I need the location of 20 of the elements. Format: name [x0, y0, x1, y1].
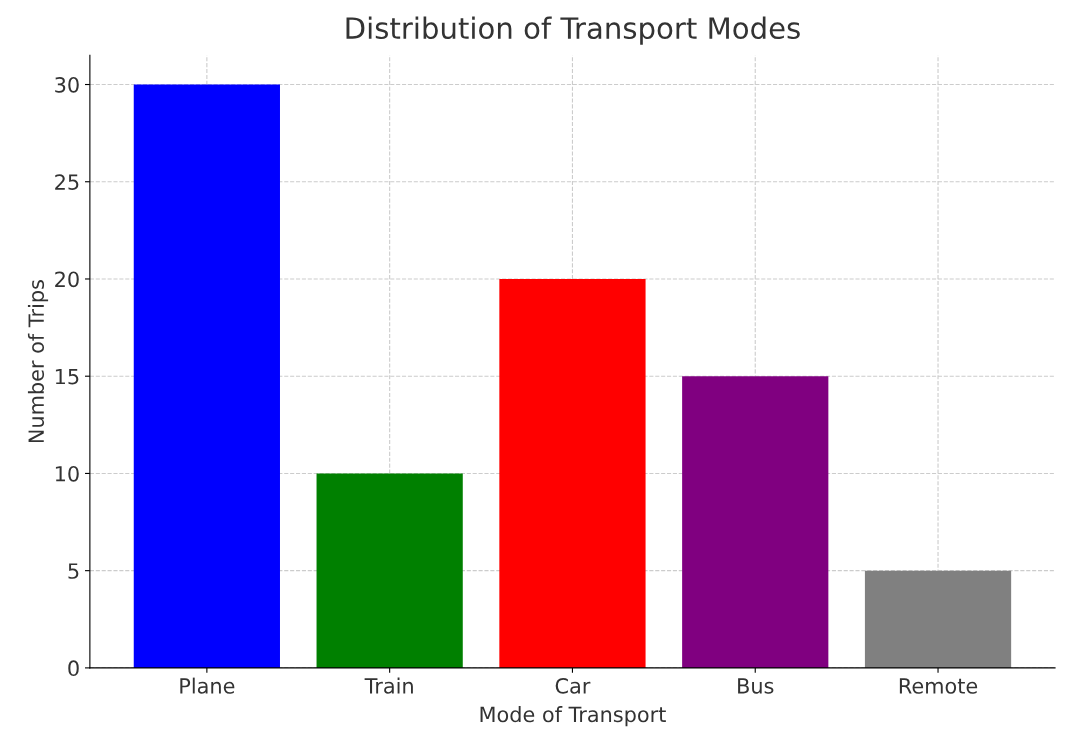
- bar: [133, 84, 280, 668]
- y-axis-title: Number of Trips: [27, 280, 49, 443]
- x-tick-label: Car: [555, 677, 591, 694]
- y-tick-label: 20: [55, 271, 79, 288]
- y-tick-label: 15: [55, 368, 79, 385]
- bar: [316, 473, 463, 668]
- bar: [499, 278, 646, 668]
- y-tick-label: 25: [55, 174, 79, 190]
- x-tick-label: Plane: [180, 677, 235, 694]
- x-tick-label: Bus: [738, 678, 774, 694]
- y-tick-label: 10: [55, 465, 79, 482]
- x-axis-title: Mode of Transport: [480, 706, 666, 727]
- chart-title: Distribution of Transport Modes: [346, 16, 800, 45]
- y-tick-label: 0: [68, 660, 79, 677]
- bar: [682, 376, 829, 668]
- y-tick-label: 30: [55, 76, 79, 93]
- x-tick-label: Remote: [899, 678, 978, 694]
- bar: [864, 570, 1012, 668]
- x-tick-label: Train: [364, 677, 413, 694]
- y-tick-label: 5: [68, 563, 79, 579]
